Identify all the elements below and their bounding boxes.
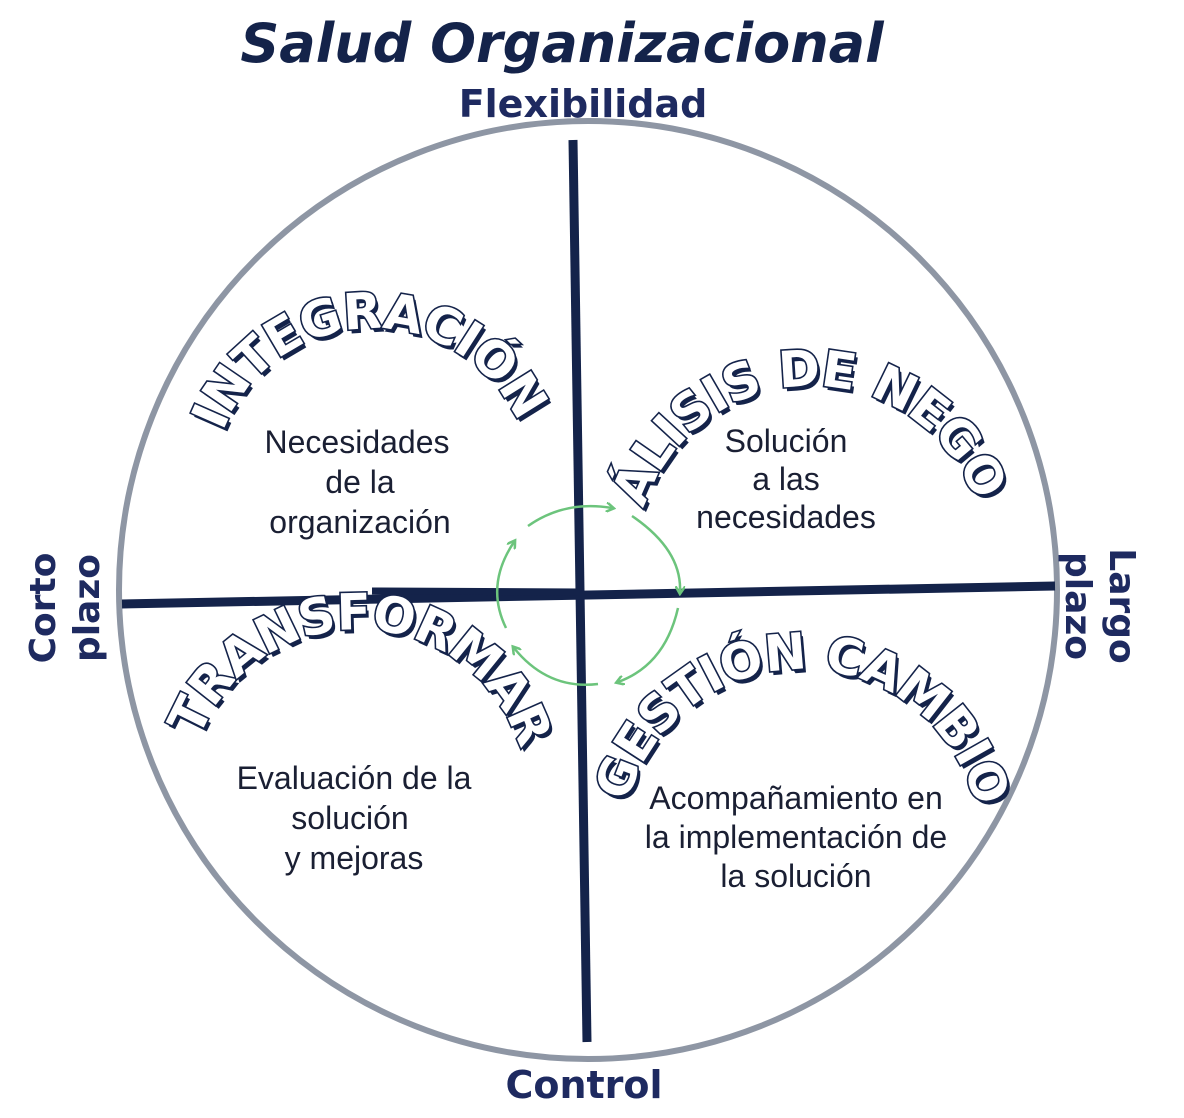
axis-label-bottom: Control [505, 1063, 662, 1107]
quadrant-heading: ANÁLISIS DE NEGOCIO [0, 0, 1018, 513]
cycle-arrows [495, 506, 680, 686]
axis-label-right: Largo plazo [1057, 548, 1142, 664]
axis-label-top: Flexibilidad [459, 82, 708, 126]
quadrant-heading-shadow: ANÁLISIS DE NEGOCIO [0, 0, 1021, 517]
axis-label-right-line1: Largo [1101, 548, 1142, 664]
outer-circle [116, 118, 1060, 1062]
quadrant-desc-line: necesidades [696, 499, 876, 535]
quadrant-desc-line: de la [325, 464, 395, 500]
quadrant-heading-text: INTEGRACIÓN [179, 280, 561, 438]
quadrant-desc-line: organización [269, 504, 450, 540]
horizontal-axis [121, 581, 1056, 609]
quadrant-analisis-de-negocio: ANÁLISIS DE NEGOCIO ANÁLISIS DE NEGOCIO … [0, 0, 1022, 535]
axis-label-left: Corto plazo [23, 553, 108, 664]
cycle-arrow-bottom-left [514, 648, 599, 686]
quadrant-heading-text: ANÁLISIS DE NEGOCIO [0, 0, 1020, 515]
axis-label-right-line2: plazo [1057, 552, 1098, 660]
quadrant-desc-line: solución [291, 800, 408, 836]
diagram-title: Salud Organizacional [240, 12, 885, 75]
axis-label-left-line1: Corto [23, 553, 64, 664]
quadrant-heading: INTEGRACIÓN [181, 282, 559, 437]
quadrant-heading-shadow-text: ANÁLISIS DE NEGOCIO [0, 0, 1022, 517]
quadrant-desc-line: la implementación de [645, 819, 947, 855]
cycle-arrow-left [495, 542, 514, 629]
cycle-arrow-top [527, 506, 612, 528]
quadrant-desc-line: Evaluación de la [237, 760, 472, 796]
quadrant-integracion: INTEGRACIÓN INTEGRACIÓN Necesidades de l… [179, 280, 562, 540]
quadrant-desc-line: a las [752, 461, 820, 497]
horizontal-axis-overlap [371, 587, 581, 596]
axis-label-left-line2: plazo [67, 554, 108, 662]
quadrant-desc-line: Acompañamiento en [649, 780, 943, 816]
cycle-arrow-bottom [618, 607, 680, 682]
quadrant-desc-line: la solución [720, 858, 871, 894]
quadrant-desc-line: Necesidades [265, 424, 450, 460]
cycle-arrow-right [631, 514, 680, 592]
quadrant-desc-line: Solución [725, 423, 848, 459]
quadrant-desc-line: y mejoras [285, 840, 424, 876]
